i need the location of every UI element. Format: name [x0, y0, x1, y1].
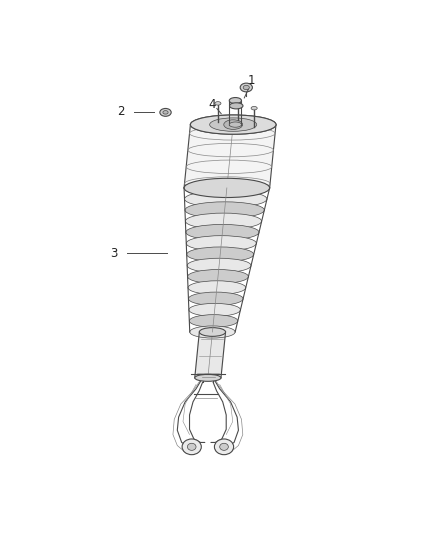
Ellipse shape: [189, 314, 238, 327]
Ellipse shape: [187, 270, 248, 284]
Ellipse shape: [224, 120, 243, 130]
Ellipse shape: [191, 115, 276, 134]
Ellipse shape: [160, 108, 171, 116]
Ellipse shape: [191, 115, 276, 134]
Ellipse shape: [187, 247, 254, 262]
Ellipse shape: [185, 213, 261, 229]
Ellipse shape: [230, 103, 243, 109]
Ellipse shape: [163, 111, 168, 114]
Ellipse shape: [190, 326, 235, 338]
Ellipse shape: [184, 179, 270, 198]
Ellipse shape: [187, 259, 251, 273]
Ellipse shape: [229, 98, 241, 103]
Text: 2: 2: [117, 105, 124, 118]
Ellipse shape: [186, 236, 256, 251]
Ellipse shape: [210, 118, 257, 131]
Ellipse shape: [220, 443, 228, 450]
Text: 4: 4: [208, 99, 216, 111]
Ellipse shape: [234, 100, 240, 103]
Ellipse shape: [229, 122, 241, 127]
Ellipse shape: [215, 102, 221, 105]
Ellipse shape: [240, 83, 252, 92]
Ellipse shape: [189, 303, 240, 316]
Text: 1: 1: [248, 75, 255, 87]
Text: 3: 3: [110, 247, 118, 260]
Ellipse shape: [251, 107, 257, 110]
Ellipse shape: [243, 85, 249, 90]
Ellipse shape: [215, 439, 233, 455]
Ellipse shape: [184, 179, 270, 197]
Ellipse shape: [195, 374, 221, 381]
Polygon shape: [184, 125, 276, 188]
Ellipse shape: [199, 328, 226, 336]
Ellipse shape: [182, 439, 201, 455]
Ellipse shape: [184, 191, 267, 207]
Ellipse shape: [186, 224, 259, 240]
Ellipse shape: [188, 281, 246, 295]
Polygon shape: [195, 332, 226, 378]
Ellipse shape: [187, 443, 196, 450]
Ellipse shape: [188, 292, 243, 305]
Ellipse shape: [185, 202, 265, 219]
